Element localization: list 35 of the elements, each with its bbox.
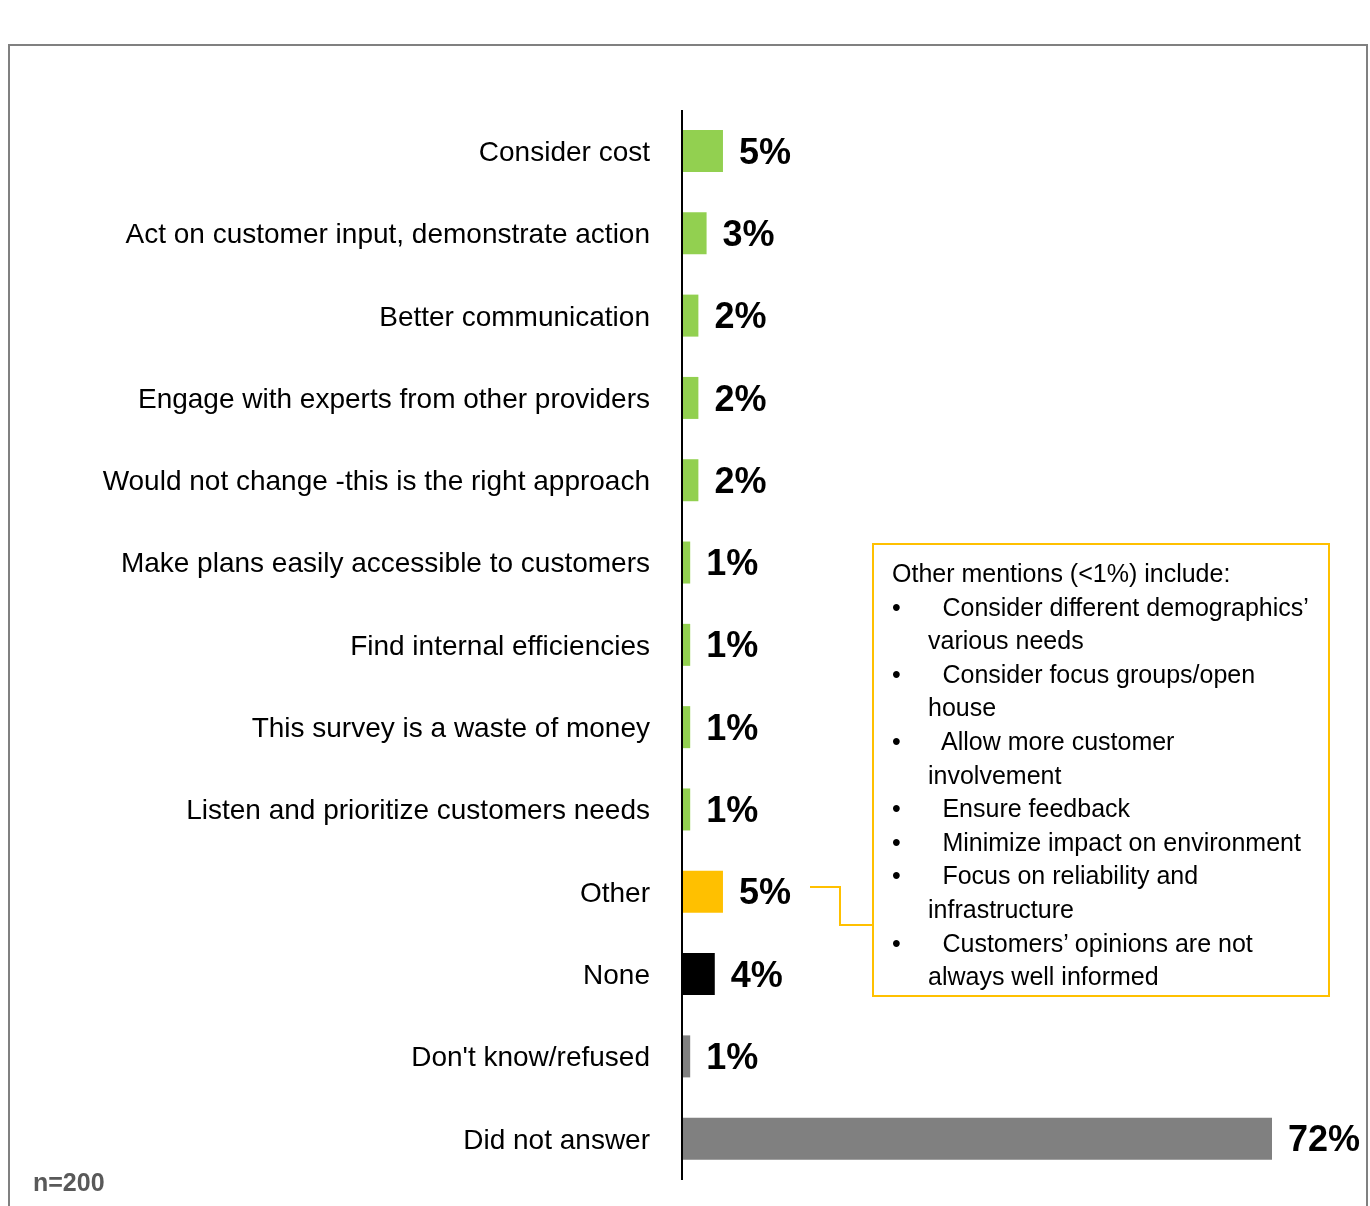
y-tick-label: Make plans easily accessible to customers — [120, 547, 650, 579]
text: n=200 — [33, 1168, 105, 1197]
data-label: 2% — [714, 295, 767, 337]
bar — [682, 376, 699, 419]
y-tick-label: Consider cost — [478, 135, 651, 167]
data-label: 2% — [714, 377, 767, 419]
data-label: 5% — [738, 871, 791, 913]
data-label: 1% — [706, 706, 759, 748]
bar — [682, 870, 723, 913]
bar — [682, 294, 699, 337]
data-label: 1% — [706, 789, 759, 831]
data-label: 5% — [738, 130, 791, 172]
bar — [682, 1117, 1272, 1160]
y-tick-label: Act on customer input, demonstrate action — [125, 218, 650, 250]
y-tick-label: Find internal efficiencies — [350, 629, 650, 661]
y-tick-label: Don't know/refused — [411, 1041, 650, 1073]
data-label: 72% — [1288, 1118, 1361, 1160]
y-tick-label: None — [583, 959, 650, 991]
y-tick-label: Did not answer — [463, 1123, 650, 1155]
bar — [682, 459, 699, 502]
y-tick-label: This survey is a waste of money — [251, 712, 650, 744]
bar — [682, 212, 707, 255]
y-tick-label: Would not change -this is the right approach — [102, 465, 650, 497]
text: Other mentions (<1%) include: • Consider different demographics’ various needs • Consider focus groups/open house • Allow more customer involvement • Ensure feedback • Minimize impact on environment • Focus on reliability and infrastructure • Customers’ opinions are not always well informed — [892, 559, 1308, 991]
y-tick-label: Engage with experts from other providers — [137, 382, 650, 414]
y-tick-label: Other — [579, 876, 650, 908]
data-label: 1% — [706, 542, 759, 584]
y-tick-label: Listen and prioritize customers needs — [186, 794, 650, 826]
data-label: 4% — [730, 953, 783, 995]
bar — [682, 130, 723, 172]
data-label: 2% — [714, 459, 767, 501]
data-label: 1% — [706, 624, 759, 666]
data-label: 3% — [722, 212, 775, 254]
y-tick-label: Better communication — [379, 300, 650, 332]
data-label: 1% — [706, 1035, 759, 1077]
